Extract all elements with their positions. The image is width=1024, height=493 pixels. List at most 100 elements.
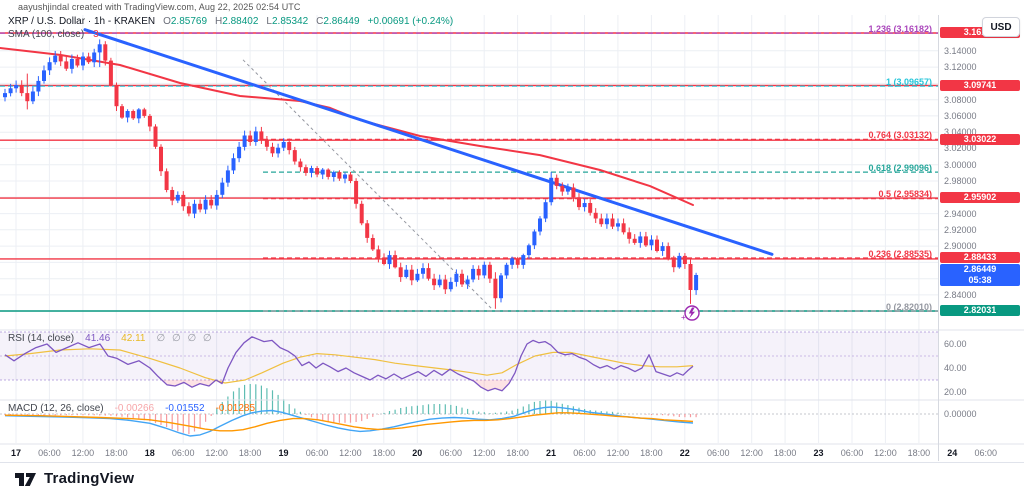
candle-body [25,93,30,102]
candle-body [588,203,593,213]
sma-legend-row[interactable]: SMA (100, close) 3 [8,29,99,40]
candle-body [242,135,247,147]
candle-body [482,264,487,276]
rsi-oversold-fill [5,380,693,391]
candle-body [616,223,620,227]
candle-body [538,218,542,232]
time-day-label: 17 [10,448,22,458]
candle-body [376,249,381,258]
candle-body [248,135,253,142]
price-badge-red: 3.03022 [940,134,1020,145]
candle-body [365,223,370,238]
time-hour-label: 12:00 [472,448,496,458]
badge-price: 2.86449 [963,264,997,274]
price-tick-label: 3.14000 [944,46,977,56]
macd-line-value: -0.01552 [165,403,205,414]
candle-body [53,55,58,63]
candle-body [287,142,292,151]
time-hour-label: 12:00 [740,448,763,458]
badge-price: 3.09741 [963,80,997,90]
candle-body [610,218,615,227]
sma-value: 3 [93,29,99,40]
sma-label: SMA (100, close) [8,29,85,40]
price-badge-blue: 2.86449 05:38 [940,264,1020,286]
macd-line [4,406,694,437]
plus-icon: + [681,313,686,322]
candle-body [142,109,147,116]
price-change: +0.00691 (+0.24%) [367,16,454,27]
candle-body [454,273,459,282]
candle-body [638,236,643,243]
price-tick-label: 2.98000 [944,176,977,186]
candle-body [437,279,442,286]
candle-body [214,194,219,206]
candle-body [259,131,264,141]
ohlc-open: O2.85769 [163,16,208,27]
fib-level-label: 0.618 (2.99096) [868,163,932,173]
candle-body [276,147,281,154]
rsi-legend-row[interactable]: RSI (14, close) 41.46 42.11 ∅ ∅ ∅ ∅ [8,333,214,344]
time-hour-label: 06:00 [573,448,596,458]
candle-body [30,91,35,102]
candle-body [3,93,7,98]
time-hour-label: 06:00 [171,448,195,458]
rsi-value: 41.46 [85,333,111,344]
candle-body [136,109,141,119]
candle-body [209,199,214,206]
price-badge-red: 3.09741 [940,80,1020,91]
candle-body [688,264,693,290]
price-badge-red: 3.16191 [940,27,1020,38]
candle-body [320,169,325,175]
price-tick-label: 2.90000 [944,241,977,251]
candle-body [331,172,336,177]
time-hour-label: 12:00 [874,448,897,458]
time-hour-label: 18:00 [907,448,931,458]
candle-body [270,146,275,154]
macd-legend-row[interactable]: MACD (12, 26, close) -0.00266 -0.01552 -… [8,403,255,414]
candle-body [432,278,437,286]
candle-body [281,142,286,148]
candle-body [220,182,225,195]
candle-body [565,187,570,192]
descending-trendline [83,28,774,256]
price-tick-label: 3.02000 [944,143,977,153]
price-tick-label: 3.12000 [944,62,977,72]
time-day-label: 18 [144,448,155,458]
candle-body [192,203,197,214]
price-tick-label: 3.00000 [944,160,977,170]
symbol-legend-row[interactable]: XRP / U.S. Dollar · 1h - KRAKEN O2.85769… [8,16,453,27]
candle-body [655,239,659,251]
candle-body [237,146,242,159]
candle-body [532,231,537,246]
flash-circle-icon[interactable]: + [681,305,700,322]
macd-signal-value: -0.01285 [215,403,256,414]
candle-body [671,259,676,268]
candle-body [81,56,85,66]
candle-body [153,126,158,147]
candle-body [354,181,359,204]
candle-body [443,279,448,290]
candle-body [504,264,509,276]
candle-body [543,202,548,219]
rsi-tick-label: 20.00 [944,387,967,397]
badge-price: 3.03022 [963,134,997,144]
candle-body [521,255,526,265]
price-tick-label: 2.84000 [944,290,977,300]
candle-body [131,111,136,119]
candle-body [471,268,476,280]
time-day-label: 21 [546,448,557,458]
footer-bar: TradingView [0,462,1024,493]
tradingview-logo-icon[interactable] [14,470,37,487]
tradingview-logo-text[interactable]: TradingView [44,469,135,487]
time-hour-label: 06:00 [706,448,730,458]
time-day-label: 22 [679,448,690,458]
candle-body [643,236,648,246]
candle-body [493,278,498,299]
ohlc-high: H2.88402 [215,16,259,27]
candle-body [186,206,191,214]
candle-body [476,268,481,276]
fib-level-label: 0.5 (2.95834) [878,189,932,199]
candle-body [370,238,375,250]
currency-toggle-button[interactable]: USD [982,17,1020,37]
